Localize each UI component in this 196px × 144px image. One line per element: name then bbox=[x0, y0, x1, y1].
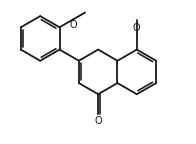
Text: O: O bbox=[94, 116, 102, 126]
Text: O: O bbox=[132, 23, 140, 33]
Text: O: O bbox=[70, 20, 77, 30]
